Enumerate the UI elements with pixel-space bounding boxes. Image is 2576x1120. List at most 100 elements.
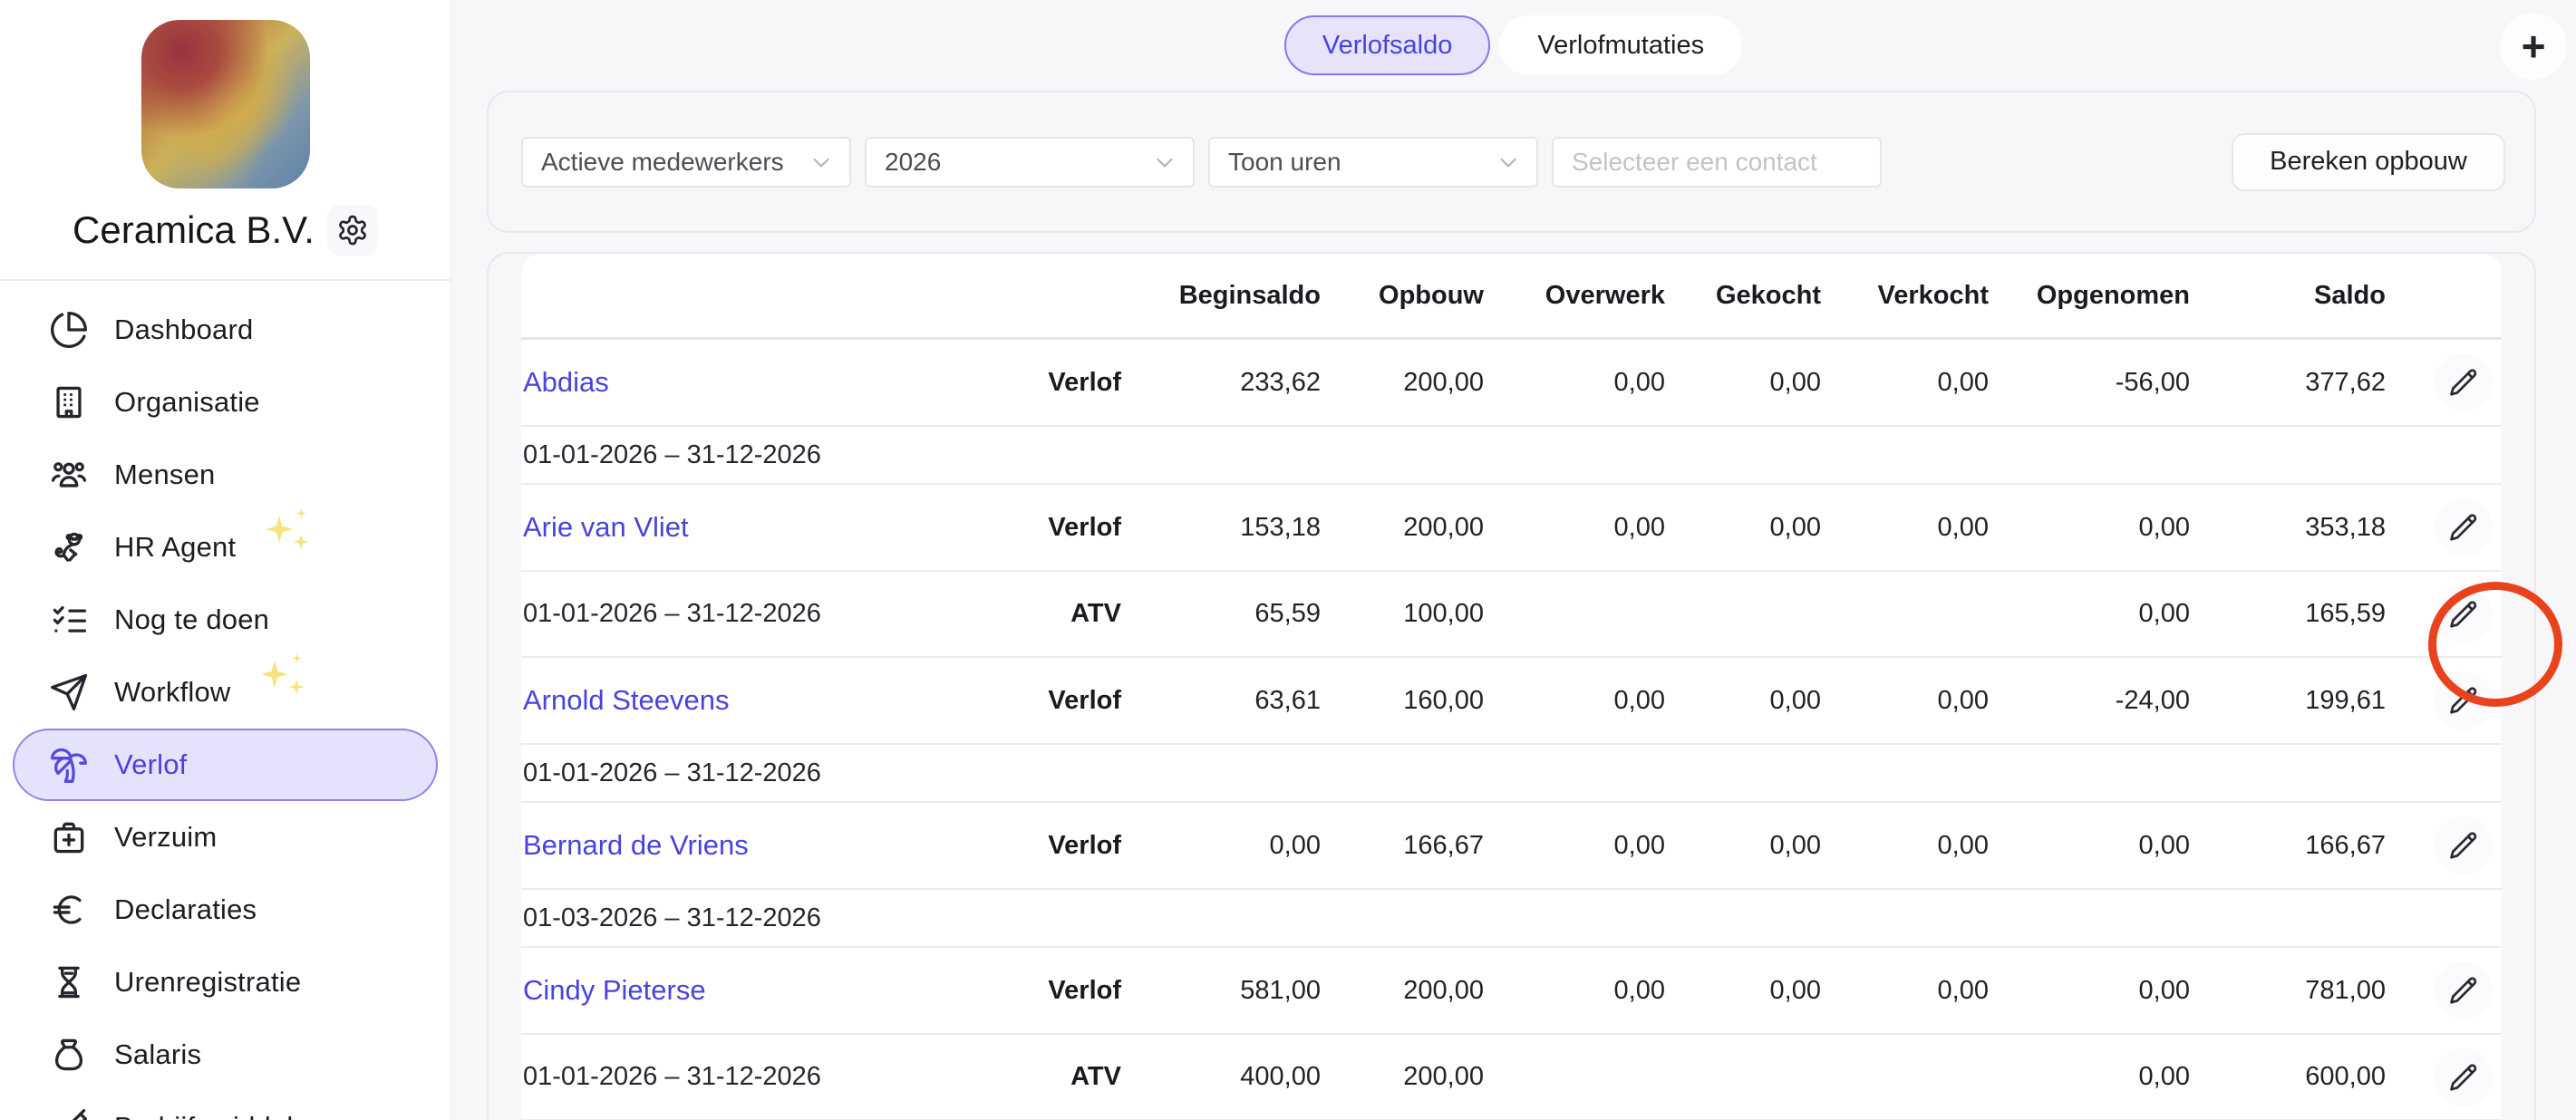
beginsaldo-value: 65,59 bbox=[1254, 599, 1321, 628]
employee-filter-select[interactable]: Actieve medewerkers bbox=[521, 136, 851, 188]
opgenomen-value: -56,00 bbox=[2115, 367, 2190, 397]
key-icon bbox=[49, 1107, 89, 1120]
sidebar-item-label: Workflow bbox=[114, 676, 231, 708]
column-header-beginsaldo: Beginsaldo bbox=[1178, 280, 1321, 310]
edit-button[interactable] bbox=[2435, 816, 2493, 874]
opgenomen-value: 0,00 bbox=[2138, 1062, 2190, 1091]
employee-name-link[interactable]: Bernard de Vriens bbox=[523, 829, 749, 861]
sidebar-item-workflow[interactable]: Workflow bbox=[13, 653, 438, 729]
chevron-down-icon bbox=[1151, 149, 1178, 176]
filter-bar: Actieve medewerkers 2026 Toon uren bbox=[487, 91, 2536, 233]
column-header-verkocht: Verkocht bbox=[1877, 280, 1990, 310]
edit-button[interactable] bbox=[2435, 961, 2493, 1019]
gekocht-value: 0,00 bbox=[1769, 512, 1821, 542]
edit-button[interactable] bbox=[2435, 671, 2493, 729]
euro-icon bbox=[49, 890, 89, 930]
sidebar-item-label: Salaris bbox=[114, 1038, 202, 1070]
saldo-value: 781,00 bbox=[2305, 975, 2386, 1005]
sparkles-icon bbox=[263, 507, 315, 564]
verkocht-value: 0,00 bbox=[1937, 367, 1989, 397]
sidebar-item-hr-agent[interactable]: HR Agent bbox=[13, 508, 438, 584]
sidebar-item-declaraties[interactable]: Declaraties bbox=[13, 874, 438, 946]
table-row: Arnold Steevens Verlof 63,61 160,00 0,00… bbox=[521, 658, 2502, 745]
table-row: Arie van Vliet Verlof 153,18 200,00 0,00… bbox=[521, 485, 2502, 572]
sidebar-item-mensen[interactable]: Mensen bbox=[13, 439, 438, 511]
column-header-opgenomen: Opgenomen bbox=[2036, 280, 2190, 310]
beginsaldo-value: 0,00 bbox=[1269, 830, 1321, 860]
saldo-value: 600,00 bbox=[2305, 1062, 2386, 1091]
opgenomen-value: 0,00 bbox=[2138, 975, 2190, 1005]
opbouw-value: 200,00 bbox=[1403, 367, 1484, 397]
opgenomen-value: 0,00 bbox=[2138, 512, 2190, 542]
gekocht-value: 0,00 bbox=[1769, 830, 1821, 860]
table-row: 01-01-2026 – 31-12-2026 ATV 65,59 100,00… bbox=[521, 572, 2502, 658]
tab-verlofsaldo[interactable]: Verlofsaldo bbox=[1283, 15, 1491, 75]
add-button[interactable]: + bbox=[2500, 13, 2567, 80]
gekocht-value: 0,00 bbox=[1769, 367, 1821, 397]
pie-chart-icon bbox=[49, 310, 89, 350]
edit-button[interactable] bbox=[2435, 1048, 2493, 1106]
sidebar-item-salaris[interactable]: Salaris bbox=[13, 1019, 438, 1091]
money-bag-icon bbox=[49, 1035, 89, 1075]
table-row: 01-01-2026 – 31-12-2026 bbox=[521, 427, 2502, 485]
sidebar-item-label: Nog te doen bbox=[114, 603, 270, 635]
beginsaldo-value: 63,61 bbox=[1254, 685, 1321, 715]
sidebar-item-organisatie[interactable]: Organisatie bbox=[13, 366, 438, 439]
units-filter-select[interactable]: Toon uren bbox=[1208, 136, 1538, 188]
year-filter-select[interactable]: 2026 bbox=[865, 136, 1195, 188]
table-row: Abdias Verlof 233,62 200,00 0,00 0,00 0,… bbox=[521, 340, 2502, 427]
gekocht-value: 0,00 bbox=[1769, 685, 1821, 715]
edit-button[interactable] bbox=[2435, 353, 2493, 411]
employee-name-link[interactable]: Cindy Pieterse bbox=[523, 974, 706, 1006]
beginsaldo-value: 400,00 bbox=[1240, 1062, 1321, 1091]
overwerk-value: 0,00 bbox=[1613, 830, 1665, 860]
sidebar-item-label: Declaraties bbox=[114, 893, 257, 925]
calculate-accrual-button[interactable]: Bereken opbouw bbox=[2232, 132, 2505, 191]
contact-search-input[interactable] bbox=[1572, 147, 1865, 177]
sidebar-item-label: Verzuim bbox=[114, 821, 218, 853]
edit-button[interactable] bbox=[2435, 498, 2493, 556]
overwerk-value: 0,00 bbox=[1613, 975, 1665, 1005]
period-range: 01-01-2026 – 31-12-2026 bbox=[523, 439, 821, 469]
column-header-saldo: Saldo bbox=[2314, 280, 2386, 310]
leave-balance-table: Beginsaldo Opbouw Overwerk Gekocht Verko… bbox=[487, 252, 2562, 1120]
opgenomen-value: 0,00 bbox=[2138, 599, 2190, 628]
sidebar-item-verlof[interactable]: Verlof bbox=[13, 729, 438, 801]
sidebar-item-urenregistratie[interactable]: Urenregistratie bbox=[13, 946, 438, 1019]
leave-type-label: ATV bbox=[1070, 1062, 1121, 1091]
period-range: 01-01-2026 – 31-12-2026 bbox=[523, 599, 821, 628]
period-range: 01-01-2026 – 31-12-2026 bbox=[523, 758, 821, 787]
company-settings-button[interactable] bbox=[326, 205, 378, 256]
sidebar-item-verzuim[interactable]: Verzuim bbox=[13, 801, 438, 874]
sidebar-item-label: Mensen bbox=[114, 459, 216, 490]
employee-name-link[interactable]: Abdias bbox=[523, 366, 609, 398]
saldo-value: 353,18 bbox=[2305, 512, 2386, 542]
palm-tree-icon bbox=[49, 745, 89, 785]
gear-icon bbox=[336, 214, 369, 246]
leave-type-label: Verlof bbox=[1048, 975, 1121, 1005]
opbouw-value: 160,00 bbox=[1403, 685, 1484, 715]
tab-verlofmutaties[interactable]: Verlofmutaties bbox=[1499, 15, 1743, 75]
sidebar-menu: Dashboard Organisatie Mensen HR Agent bbox=[0, 281, 450, 1120]
sidebar-item-dashboard[interactable]: Dashboard bbox=[13, 294, 438, 366]
opbouw-value: 200,00 bbox=[1403, 1062, 1484, 1091]
overwerk-value: 0,00 bbox=[1613, 367, 1665, 397]
sidebar-item-bedrijfsmiddelen[interactable]: Bedrijfsmiddelen bbox=[13, 1091, 438, 1120]
year-filter-value: 2026 bbox=[885, 147, 942, 176]
leave-type-label: ATV bbox=[1070, 599, 1121, 628]
units-filter-value: Toon uren bbox=[1228, 147, 1341, 176]
table-row: 01-01-2026 – 31-12-2026 bbox=[521, 745, 2502, 803]
pencil-icon bbox=[2447, 829, 2480, 862]
sidebar-item-nog-te-doen[interactable]: Nog te doen bbox=[13, 584, 438, 656]
sidebar-item-label: HR Agent bbox=[114, 531, 237, 563]
opbouw-value: 200,00 bbox=[1403, 975, 1484, 1005]
saldo-value: 165,59 bbox=[2305, 599, 2386, 628]
tab-group: Verlofsaldo Verlofmutaties bbox=[1283, 15, 1743, 75]
employee-name-link[interactable]: Arnold Steevens bbox=[523, 684, 730, 716]
edit-button[interactable] bbox=[2435, 584, 2493, 643]
column-header-gekocht: Gekocht bbox=[1715, 280, 1821, 310]
employee-name-link[interactable]: Arie van Vliet bbox=[523, 511, 689, 543]
overwerk-value: 0,00 bbox=[1613, 512, 1665, 542]
gekocht-value: 0,00 bbox=[1769, 975, 1821, 1005]
opgenomen-value: -24,00 bbox=[2115, 685, 2190, 715]
